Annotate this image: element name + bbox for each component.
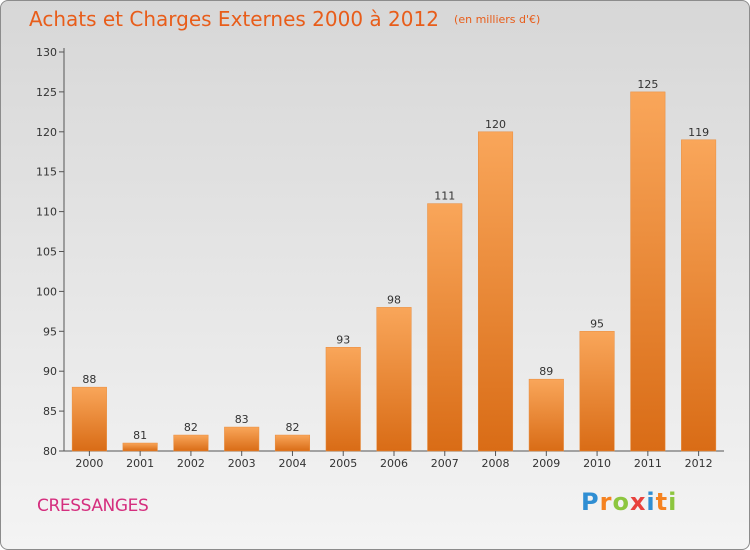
bar-value-label: 98	[387, 293, 401, 306]
bar-value-label: 120	[485, 118, 506, 131]
logo-letter: r	[599, 488, 613, 516]
bar-value-label: 88	[82, 373, 96, 386]
y-tick-label: 115	[36, 166, 57, 179]
bar-value-label: 119	[688, 126, 709, 139]
x-tick-label: 2003	[228, 457, 256, 470]
bar	[630, 91, 666, 452]
y-tick-label: 110	[36, 206, 57, 219]
bar	[681, 139, 717, 452]
y-tick-label: 95	[43, 325, 57, 338]
logo-letter: x	[629, 488, 647, 516]
x-tick-label: 2005	[329, 457, 357, 470]
bar-value-label: 83	[235, 413, 249, 426]
proxiti-logo: Proxiti	[581, 488, 677, 516]
bar-value-label: 82	[285, 421, 299, 434]
x-tick-label: 2008	[482, 457, 510, 470]
logo-letter: t	[655, 488, 669, 516]
bar	[528, 378, 564, 452]
logo-letter: i	[646, 488, 656, 516]
x-tick-label: 2007	[431, 457, 459, 470]
y-tick-label: 100	[36, 285, 57, 298]
bar	[376, 307, 412, 452]
bar-value-label: 125	[637, 78, 658, 91]
bar-value-label: 82	[184, 421, 198, 434]
bar-value-label: 93	[336, 333, 350, 346]
bar-value-label: 95	[590, 317, 604, 330]
x-tick-label: 2006	[380, 457, 408, 470]
logo-letter: i	[668, 488, 678, 516]
bar	[427, 203, 463, 452]
town-name: CRESSANGES	[37, 496, 149, 516]
x-tick-label: 2001	[126, 457, 154, 470]
bar	[122, 442, 158, 452]
y-tick-label: 85	[43, 405, 57, 418]
x-tick-label: 2002	[177, 457, 205, 470]
y-tick-label: 105	[36, 246, 57, 259]
y-tick-label: 120	[36, 126, 57, 139]
x-tick-label: 2004	[278, 457, 306, 470]
x-tick-label: 2012	[685, 457, 713, 470]
bar-value-label: 89	[539, 365, 553, 378]
y-tick-label: 90	[43, 365, 57, 378]
y-tick-label: 130	[36, 46, 57, 59]
bar	[325, 347, 361, 452]
bar	[274, 434, 310, 452]
chart-title: Achats et Charges Externes 2000 à 2012	[29, 7, 439, 31]
x-tick-label: 2000	[75, 457, 103, 470]
y-tick-label: 80	[43, 445, 57, 458]
y-tick-label: 125	[36, 86, 57, 99]
x-tick-label: 2010	[583, 457, 611, 470]
x-tick-label: 2011	[634, 457, 662, 470]
bar-value-label: 111	[434, 190, 455, 203]
title-block: Achats et Charges Externes 2000 à 2012 (…	[29, 7, 540, 31]
bar	[579, 331, 615, 452]
bar	[478, 131, 514, 452]
bar	[173, 434, 209, 452]
bar-value-label: 81	[133, 429, 147, 442]
bar	[224, 426, 260, 452]
x-tick-label: 2009	[532, 457, 560, 470]
chart-unit: (en milliers d'€)	[454, 13, 541, 26]
bar	[71, 386, 107, 452]
logo-letter: P	[581, 488, 600, 516]
logo-letter: o	[612, 488, 630, 516]
